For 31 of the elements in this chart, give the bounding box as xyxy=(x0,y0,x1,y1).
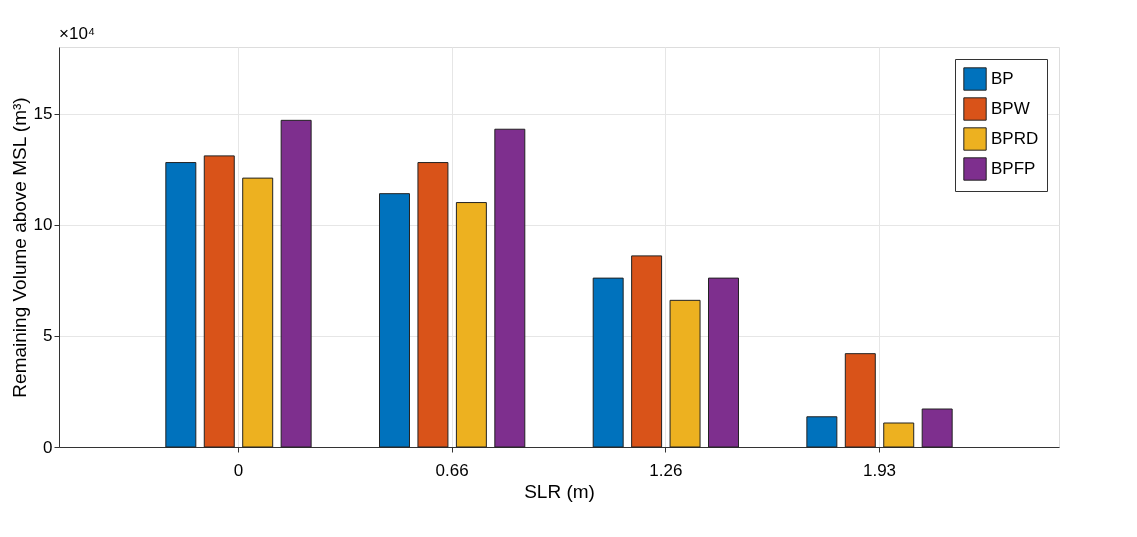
bar xyxy=(203,155,235,448)
bar xyxy=(592,277,624,448)
y-tick-label: 10 xyxy=(33,215,53,235)
bar xyxy=(417,162,449,448)
legend-label: BP xyxy=(991,69,1014,88)
y-tick-label: 15 xyxy=(33,104,53,124)
y-axis-title: Remaining Volume above MSL (m³) xyxy=(8,97,30,398)
bar xyxy=(921,408,953,448)
y-tick-label: 0 xyxy=(43,437,53,457)
bar xyxy=(631,255,663,448)
bar xyxy=(455,202,487,448)
x-tick-label: 1.93 xyxy=(862,460,897,480)
bar xyxy=(242,177,274,448)
bar xyxy=(806,416,838,448)
x-tick-label: 1.26 xyxy=(649,460,683,480)
bar xyxy=(280,119,312,448)
x-tick-label: 0 xyxy=(233,460,244,480)
bar xyxy=(669,299,701,448)
legend-label: BPRD xyxy=(991,129,1039,148)
bar xyxy=(494,128,526,448)
y-tick-label: 5 xyxy=(43,326,53,346)
bar xyxy=(844,353,876,448)
legend-label: BPFP xyxy=(991,159,1036,178)
bar xyxy=(165,162,197,448)
x-tick-label: 0.66 xyxy=(435,460,469,480)
x-axis-title: SLR (m) xyxy=(524,480,595,502)
bar xyxy=(379,193,410,448)
bar xyxy=(708,277,739,448)
text: ×10⁴ xyxy=(59,24,96,43)
legend-label: BPW xyxy=(991,99,1030,118)
bar xyxy=(883,422,915,448)
